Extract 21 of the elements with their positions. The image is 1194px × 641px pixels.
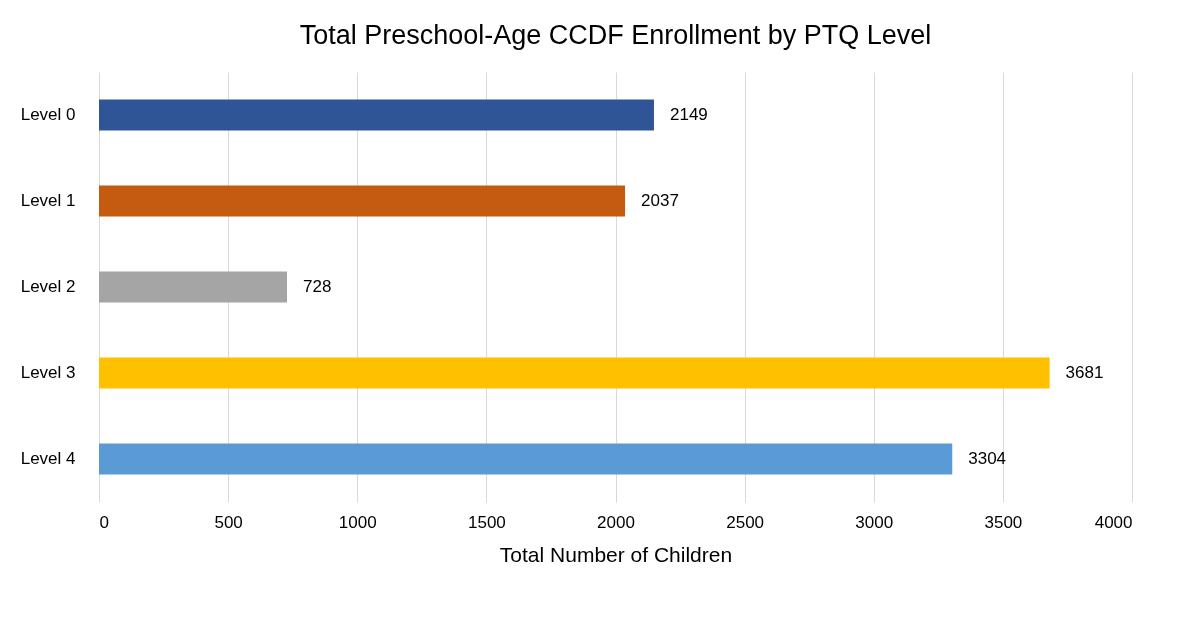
x-tick-label: 3500: [984, 512, 1023, 532]
x-tick-label: 0: [99, 512, 109, 532]
x-tick-label: 2000: [597, 512, 635, 532]
y-tick-label: Level 0: [20, 105, 76, 124]
data-label: 3304: [968, 449, 1007, 468]
y-tick-label: Level 4: [20, 449, 76, 468]
y-tick-label: Level 3: [20, 363, 76, 382]
x-tick-label: 3000: [855, 512, 894, 532]
x-tick-label: 4000: [1094, 512, 1133, 532]
y-tick-label: Level 2: [20, 277, 76, 296]
data-label: 728: [303, 277, 332, 296]
data-label: 3681: [1065, 363, 1104, 382]
data-label: 2149: [669, 105, 708, 124]
x-tick-label: 1000: [338, 512, 377, 532]
chart-title: Total Preschool-Age CCDF Enrollment by PTQ Level: [299, 20, 932, 50]
y-tick-label: Level 1: [20, 191, 76, 210]
x-tick-label: 2500: [726, 512, 765, 532]
data-label: 2037: [641, 191, 679, 210]
x-tick-label: 1500: [467, 512, 506, 532]
x-tick-label: 500: [214, 512, 243, 532]
x-axis-title: Total Number of Children: [499, 542, 733, 566]
